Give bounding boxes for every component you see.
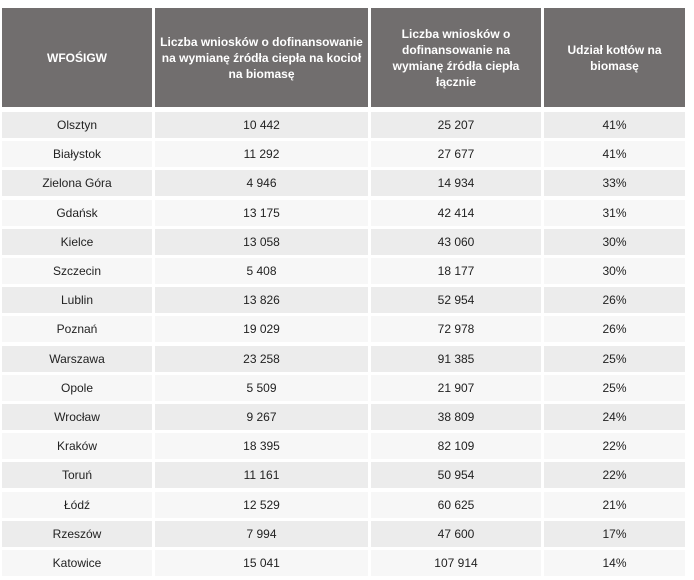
table-row: Wrocław 9 267 38 809 24% [0, 404, 694, 430]
cell-wfosigw: Kraków [2, 433, 152, 459]
cell-biomass-share: 31% [544, 200, 685, 226]
cell-wfosigw: Olsztyn [2, 112, 152, 138]
cell-biomass-share: 26% [544, 287, 685, 313]
cell-total-applications: 43 060 [371, 229, 541, 255]
cell-biomass-share: 41% [544, 112, 685, 138]
cell-biomass-share: 22% [544, 433, 685, 459]
cell-wfosigw: Łódź [2, 492, 152, 518]
cell-biomass-applications: 15 041 [155, 550, 368, 576]
table-row: Katowice 15 041 107 914 14% [0, 550, 694, 576]
cell-total-applications: 27 677 [371, 141, 541, 167]
cell-wfosigw: Warszawa [2, 346, 152, 372]
cell-biomass-applications: 12 529 [155, 492, 368, 518]
header-total-applications: Liczba wniosków o dofinansowanie na wymi… [371, 8, 541, 107]
cell-wfosigw: Szczecin [2, 258, 152, 284]
table-row: Opole 5 509 21 907 25% [0, 375, 694, 401]
cell-wfosigw: Katowice [2, 550, 152, 576]
table-row: Rzeszów 7 994 47 600 17% [0, 521, 694, 547]
cell-wfosigw: Poznań [2, 316, 152, 342]
cell-total-applications: 50 954 [371, 462, 541, 488]
cell-total-applications: 14 934 [371, 170, 541, 196]
table-row: Szczecin 5 408 18 177 30% [0, 258, 694, 284]
cell-wfosigw: Białystok [2, 141, 152, 167]
cell-biomass-applications: 4 946 [155, 170, 368, 196]
cell-biomass-share: 21% [544, 492, 685, 518]
cell-wfosigw: Wrocław [2, 404, 152, 430]
cell-total-applications: 21 907 [371, 375, 541, 401]
cell-wfosigw: Kielce [2, 229, 152, 255]
cell-wfosigw: Toruń [2, 462, 152, 488]
cell-biomass-share: 25% [544, 375, 685, 401]
table-row: Warszawa 23 258 91 385 25% [0, 346, 694, 372]
cell-total-applications: 47 600 [371, 521, 541, 547]
cell-total-applications: 42 414 [371, 200, 541, 226]
cell-total-applications: 91 385 [371, 346, 541, 372]
table-row: Poznań 19 029 72 978 26% [0, 316, 694, 342]
cell-biomass-applications: 19 029 [155, 316, 368, 342]
cell-total-applications: 72 978 [371, 316, 541, 342]
cell-biomass-applications: 13 058 [155, 229, 368, 255]
cell-biomass-share: 22% [544, 462, 685, 488]
table-row: Kielce 13 058 43 060 30% [0, 229, 694, 255]
table-row: Olsztyn 10 442 25 207 41% [0, 112, 694, 138]
cell-biomass-share: 33% [544, 170, 685, 196]
cell-biomass-applications: 11 292 [155, 141, 368, 167]
cell-biomass-applications: 13 826 [155, 287, 368, 313]
table-row: Zielona Góra 4 946 14 934 33% [0, 170, 694, 196]
cell-biomass-applications: 5 408 [155, 258, 368, 284]
cell-biomass-share: 30% [544, 229, 685, 255]
cell-biomass-applications: 10 442 [155, 112, 368, 138]
cell-wfosigw: Zielona Góra [2, 170, 152, 196]
cell-biomass-applications: 18 395 [155, 433, 368, 459]
cell-total-applications: 38 809 [371, 404, 541, 430]
cell-biomass-applications: 5 509 [155, 375, 368, 401]
table-row: Lublin 13 826 52 954 26% [0, 287, 694, 313]
header-wfosigw: WFOŚIGW [2, 8, 152, 107]
cell-wfosigw: Gdańsk [2, 200, 152, 226]
header-biomass-applications: Liczba wniosków o dofinansowanie na wymi… [155, 8, 368, 107]
cell-total-applications: 18 177 [371, 258, 541, 284]
cell-wfosigw: Opole [2, 375, 152, 401]
table-row: Gdańsk 13 175 42 414 31% [0, 200, 694, 226]
cell-wfosigw: Rzeszów [2, 521, 152, 547]
table-row: Białystok 11 292 27 677 41% [0, 141, 694, 167]
header-biomass-share: Udział kotłów na biomasę [544, 8, 685, 107]
cell-biomass-share: 24% [544, 404, 685, 430]
cell-biomass-applications: 9 267 [155, 404, 368, 430]
cell-biomass-share: 25% [544, 346, 685, 372]
cell-biomass-share: 41% [544, 141, 685, 167]
cell-biomass-applications: 23 258 [155, 346, 368, 372]
table-row: Łódź 12 529 60 625 21% [0, 492, 694, 518]
cell-biomass-share: 30% [544, 258, 685, 284]
table-row: Kraków 18 395 82 109 22% [0, 433, 694, 459]
cell-total-applications: 82 109 [371, 433, 541, 459]
cell-biomass-applications: 7 994 [155, 521, 368, 547]
cell-total-applications: 52 954 [371, 287, 541, 313]
cell-total-applications: 25 207 [371, 112, 541, 138]
cell-biomass-share: 26% [544, 316, 685, 342]
cell-biomass-share: 14% [544, 550, 685, 576]
cell-biomass-applications: 13 175 [155, 200, 368, 226]
cell-total-applications: 60 625 [371, 492, 541, 518]
table-row: Toruń 11 161 50 954 22% [0, 462, 694, 488]
cell-wfosigw: Lublin [2, 287, 152, 313]
cell-total-applications: 107 914 [371, 550, 541, 576]
cell-biomass-applications: 11 161 [155, 462, 368, 488]
cell-biomass-share: 17% [544, 521, 685, 547]
